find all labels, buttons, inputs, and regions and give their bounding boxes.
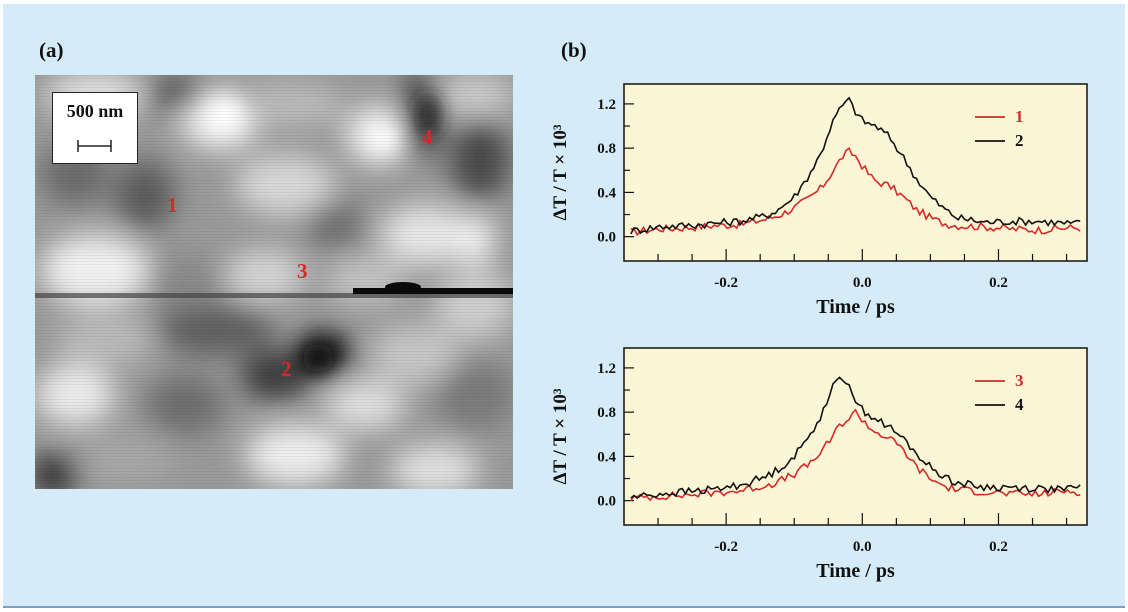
panel-b-label: (b) <box>561 38 587 62</box>
x-tick-label: 0.0 <box>853 275 872 291</box>
x-axis-label: Time / ps <box>816 560 895 582</box>
site-label-1: 1 <box>167 193 178 217</box>
y-tick-label: 0.4 <box>597 449 616 465</box>
y-tick-label: 1.2 <box>597 97 616 113</box>
figure: (a) (b) <box>3 4 1125 608</box>
scale-bar-label: 500 nm <box>66 101 124 121</box>
legend-label-4: 4 <box>1015 395 1024 414</box>
legend-label-1: 1 <box>1015 107 1024 126</box>
legend-label-2: 2 <box>1015 131 1024 150</box>
series-line-4 <box>630 376 1081 500</box>
legend-label-3: 3 <box>1015 371 1024 390</box>
y-tick-label: 0.0 <box>597 230 616 246</box>
y-tick-label: 0.8 <box>597 405 616 421</box>
plot-area <box>623 347 1088 526</box>
x-tick-label: -0.2 <box>714 539 738 555</box>
series-line-2 <box>630 96 1081 235</box>
x-tick-label: -0.2 <box>714 275 738 291</box>
y-tick-label: 0.8 <box>597 141 616 157</box>
chart-bottom: -0.2 0.0 0.2 0.0 0.4 0.8 1.2 3 4 Time / ps ΔT / T … <box>550 347 1088 582</box>
site-label-2: 2 <box>281 357 292 381</box>
site-label-4: 4 <box>422 125 433 149</box>
scale-bar-ruler <box>77 140 112 152</box>
panel-a-label: (a) <box>39 38 64 62</box>
scale-bar: 500 nm <box>52 92 138 164</box>
x-tick-label: 0.2 <box>989 275 1008 291</box>
y-tick-label: 0.0 <box>597 494 616 510</box>
y-axis-label: ΔT / T × 10³ <box>550 124 571 220</box>
y-tick-label: 0.4 <box>597 185 616 201</box>
chart-top: -0.2 0.0 0.2 0.0 0.4 0.8 1.2 1 2 Time / ps ΔT / T … <box>550 83 1088 318</box>
afm-image: 500 nm 1 2 3 4 <box>35 75 513 489</box>
site-label-3: 3 <box>297 259 308 283</box>
x-axis-label: Time / ps <box>816 296 895 318</box>
y-tick-label: 1.2 <box>597 361 616 377</box>
x-tick-label: 0.2 <box>989 539 1008 555</box>
y-axis-label: ΔT / T × 10³ <box>550 388 571 484</box>
x-tick-label: 0.0 <box>853 539 872 555</box>
